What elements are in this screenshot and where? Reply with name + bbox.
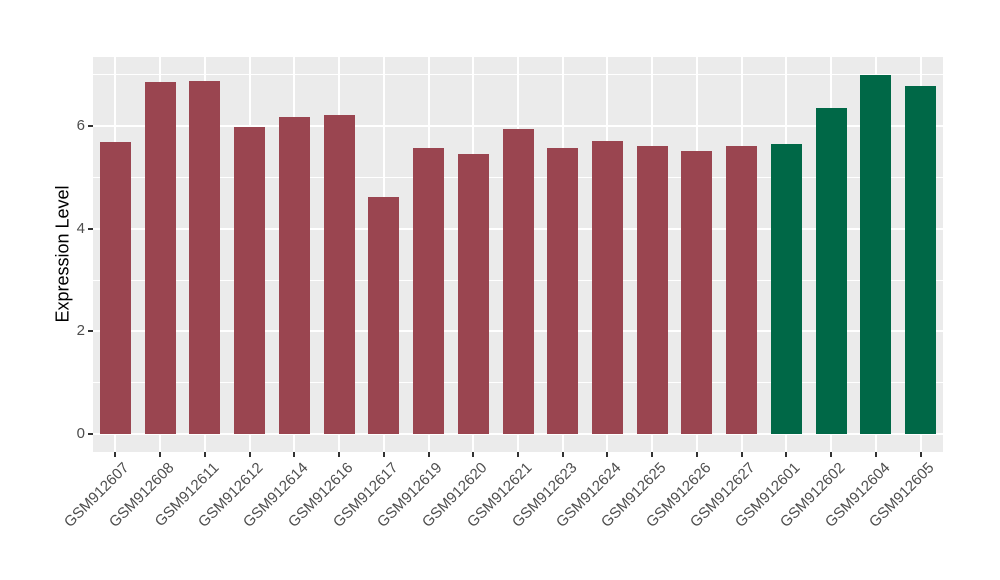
bar	[457, 154, 489, 435]
x-tick-mark	[382, 452, 385, 457]
x-tick-mark	[248, 452, 251, 457]
x-tick-mark	[651, 452, 654, 457]
x-tick-mark	[874, 452, 877, 457]
y-tick-mark	[88, 125, 93, 128]
bar	[591, 141, 623, 435]
y-tick-label: 6	[76, 117, 85, 135]
bar	[770, 144, 802, 435]
bar	[815, 108, 847, 435]
x-tick-mark	[159, 452, 162, 457]
bar	[681, 150, 713, 435]
x-tick-mark	[561, 452, 564, 457]
bar	[860, 74, 892, 435]
bar	[144, 82, 176, 435]
bar	[547, 148, 579, 435]
y-tick-label: 0	[76, 425, 85, 443]
x-tick-mark	[740, 452, 743, 457]
x-tick-mark	[338, 452, 341, 457]
bar	[905, 86, 937, 435]
x-tick-mark	[293, 452, 296, 457]
y-tick-mark	[88, 433, 93, 436]
x-tick-mark	[472, 452, 475, 457]
bar	[636, 146, 668, 435]
bar	[323, 114, 355, 435]
x-tick-mark	[203, 452, 206, 457]
y-tick-label: 2	[76, 322, 85, 340]
bar	[234, 127, 266, 435]
y-axis-title: Expression Level	[52, 185, 73, 323]
x-tick-mark	[695, 452, 698, 457]
y-tick-mark	[88, 330, 93, 333]
bar	[99, 142, 131, 435]
bar	[502, 129, 534, 435]
x-tick-mark	[427, 452, 430, 457]
plot-panel	[93, 57, 943, 452]
bar	[726, 146, 758, 435]
x-tick-mark	[114, 452, 117, 457]
x-tick-mark	[830, 452, 833, 457]
bar	[278, 117, 310, 435]
bar	[368, 196, 400, 435]
x-tick-mark	[517, 452, 519, 457]
y-tick-label: 4	[76, 219, 85, 237]
y-tick-mark	[88, 227, 93, 230]
bar	[413, 148, 445, 435]
x-tick-mark	[606, 452, 609, 457]
x-tick-mark	[785, 452, 788, 457]
bar	[189, 80, 221, 435]
x-tick-mark	[919, 452, 922, 457]
